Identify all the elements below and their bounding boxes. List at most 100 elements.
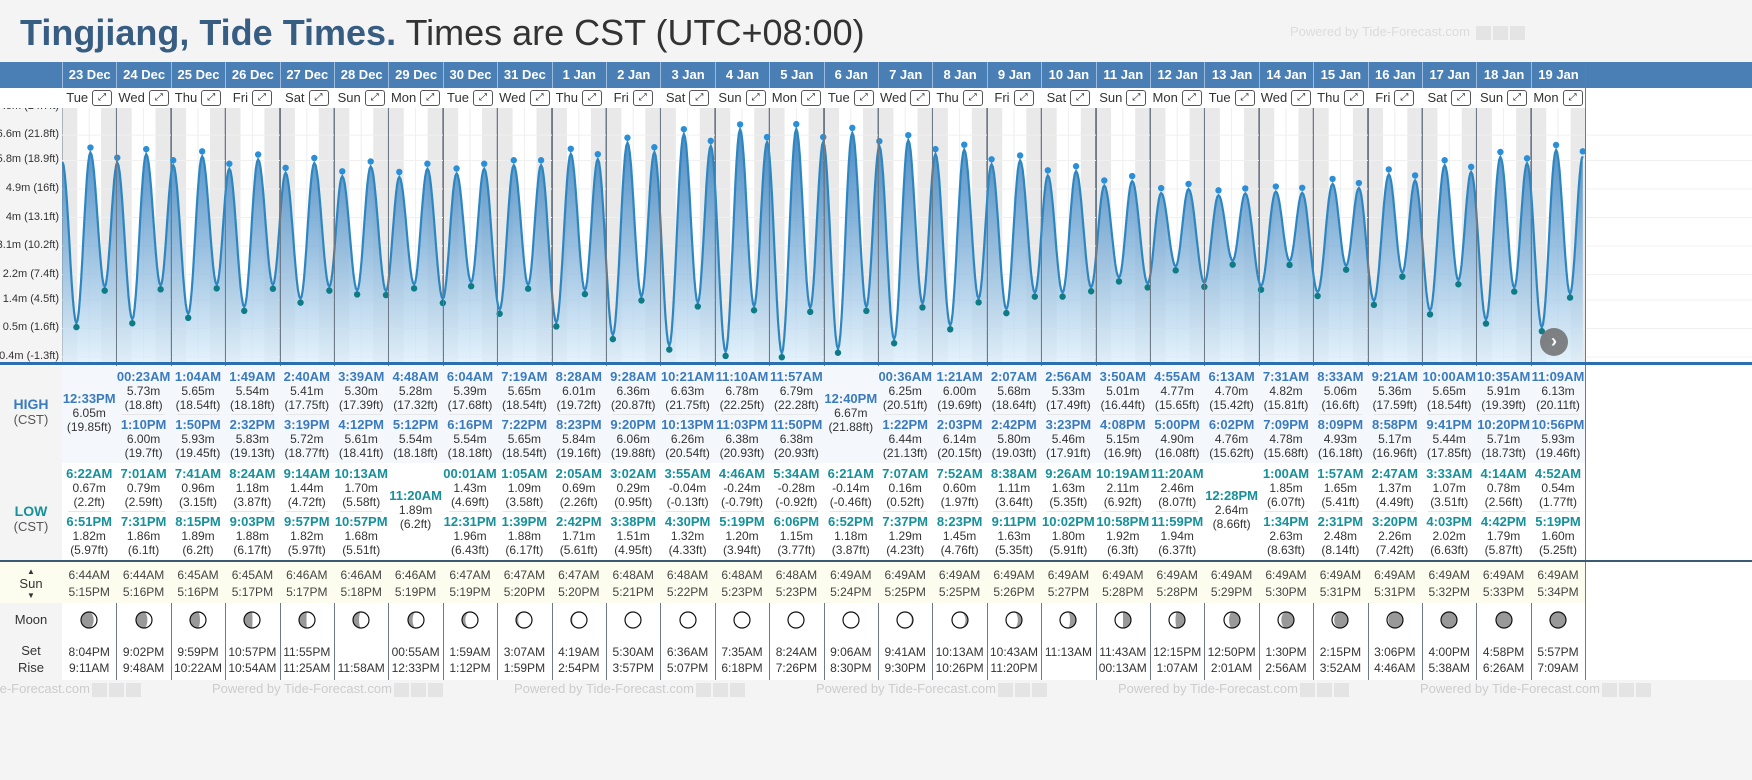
expand-day-button[interactable]: ⤢	[148, 90, 169, 106]
low-tide-point	[213, 285, 220, 292]
expand-day-button[interactable]: ⤢	[962, 90, 983, 106]
expand-day-button[interactable]: ⤢	[529, 90, 550, 106]
weekday-row: Sat ⤢	[1041, 88, 1096, 108]
high-tide-height-ft: (16.9ft)	[1103, 446, 1142, 460]
expand-day-button[interactable]: ⤢	[472, 90, 493, 106]
expand-day-button[interactable]: ⤢	[1126, 90, 1147, 106]
moon-times-cell: 6:36AM 5:07PM	[660, 636, 714, 680]
low-tide-time: 00:01AM	[443, 466, 497, 481]
weekday-row: Thu ⤢	[551, 88, 606, 108]
expand-day-button[interactable]: ⤢	[910, 90, 931, 106]
high-tide-point	[282, 164, 289, 172]
expand-day-button[interactable]: ⤢	[201, 90, 222, 106]
low-tide-point	[947, 326, 954, 333]
expand-day-button[interactable]: ⤢	[364, 90, 385, 106]
weekday-row: Wed ⤢	[497, 88, 552, 108]
low-tide-height-ft: (6.37ft)	[1158, 543, 1197, 557]
expand-day-button[interactable]: ⤢	[632, 90, 653, 106]
high-tide-time: 11:09AM	[1531, 369, 1585, 384]
high-tide: 10:00AM 5.65m (18.54ft)	[1422, 370, 1476, 413]
expand-day-button[interactable]: ⤢	[1181, 90, 1202, 106]
low-tide-height-ft: (-0.46ft)	[829, 495, 872, 509]
sun-cell: 6:44AM 5:16PM	[116, 562, 171, 603]
sunset-time: 5:22PM	[666, 585, 709, 599]
expand-day-button[interactable]: ⤢	[581, 90, 602, 106]
low-tide-cell: 9:14AM 1.44m (4.72ft) 9:57PM 1.82m (5.97ft)	[279, 463, 334, 560]
high-tide: 12:40PM 6.67m (21.88ft)	[824, 392, 878, 435]
low-tide-height-ft: (6.17ft)	[505, 543, 544, 557]
date-header: 31 Dec	[497, 62, 551, 88]
high-tide-point	[143, 145, 150, 153]
expand-day-button[interactable]: ⤢	[308, 90, 329, 106]
high-tide-cell: 6:13AM 4.70m (15.42ft) 6:02PM 4.76m (15.62ft)	[1204, 366, 1259, 463]
moon-outline	[298, 610, 316, 629]
moonset-time	[334, 644, 388, 660]
date-header: 19 Jan	[1530, 62, 1585, 88]
weekday-row: Thu ⤢	[932, 88, 987, 108]
moon-icon	[1333, 682, 1349, 697]
moon-lit	[89, 611, 98, 628]
expand-day-button[interactable]: ⤢	[689, 90, 710, 106]
next-arrow-button[interactable]: ›	[1540, 328, 1568, 356]
sunset-time: 5:28PM	[1102, 585, 1144, 599]
high-tide-time: 4:12PM	[338, 417, 384, 432]
low-tide-height-m: 1.80m	[1051, 529, 1086, 543]
moonset-time: 00:55AM	[391, 645, 440, 659]
low-tide-height-m: 1.96m	[453, 529, 487, 543]
expand-day-button[interactable]: ⤢	[1291, 90, 1312, 106]
low-tide-point	[467, 282, 475, 290]
low-tide-point	[638, 297, 645, 304]
expand-day-button[interactable]: ⤢	[1343, 90, 1364, 106]
powered-by-link[interactable]: Powered by Tide-Forecast.com	[1290, 24, 1525, 40]
high-tide: 10:35AM 5.91m (19.39ft)	[1476, 370, 1530, 413]
high-tide: 8:28AM 6.01m (19.72ft)	[552, 370, 606, 413]
tide-curve	[61, 125, 1584, 357]
moon-icon	[1031, 682, 1047, 697]
low-tide-height-ft: (5.35ft)	[1049, 495, 1088, 509]
high-tide: 2:56AM 5.33m (17.49ft)	[1041, 370, 1095, 413]
expand-day-button[interactable]: ⤢	[420, 90, 441, 106]
high-tide-height-m: 5.28m	[398, 384, 433, 398]
low-tide: 7:01AM 0.79m (2.59ft)	[116, 467, 170, 510]
low-tide-time: 1:57AM	[1317, 466, 1364, 481]
sun-icon	[1618, 682, 1634, 697]
low-tide-height-ft: (3.77ft)	[777, 543, 816, 557]
high-tide-point	[594, 150, 602, 158]
low-tide-height-m: 1.92m	[1106, 529, 1140, 543]
expand-day-button[interactable]: ⤢	[1562, 90, 1583, 106]
row-separator	[285, 511, 328, 512]
expand-day-button[interactable]: ⤢	[1070, 90, 1091, 106]
low-tide: 6:52PM 1.18m (3.87ft)	[824, 515, 878, 558]
high-tide: 2:40AM 5.41m (17.75ft)	[280, 370, 334, 413]
expand-day-button[interactable]: ⤢	[92, 90, 113, 106]
low-tide: 7:37PM 1.29m (4.23ft)	[878, 515, 932, 558]
expand-day-button[interactable]: ⤢	[745, 90, 766, 106]
moon-phase-icon	[1494, 610, 1513, 629]
high-tide-point	[1411, 172, 1419, 179]
low-tide-time: 11:20AM	[1150, 466, 1204, 481]
moon-times-cell: 4:19AM 2:54PM	[552, 636, 606, 680]
weekday-label: Sun	[1480, 90, 1504, 105]
expand-day-button[interactable]: ⤢	[1013, 90, 1034, 106]
low-tide-time: 7:07AM	[882, 466, 929, 481]
sunrise-time: 6:49AM	[1482, 568, 1525, 582]
day-column: 11 Jan Sun ⤢ 3:50AM 5.01m (16.44ft) 4:08PM 5.15…	[1095, 62, 1151, 698]
expand-day-button[interactable]: ⤢	[853, 90, 874, 106]
sunrise-time: 6:49AM	[1047, 568, 1090, 582]
expand-day-button[interactable]: ⤢	[801, 90, 822, 106]
expand-day-button[interactable]: ⤢	[1394, 90, 1415, 106]
low-tide-height-m: 1.18m	[834, 529, 868, 543]
moon-lit	[679, 611, 696, 628]
expand-day-button[interactable]: ⤢	[1234, 90, 1255, 106]
sun-cell: 6:49AM 5:34PM	[1530, 562, 1586, 603]
expand-day-button[interactable]: ⤢	[251, 90, 272, 106]
high-tide-point	[1128, 172, 1136, 180]
expand-day-button[interactable]: ⤢	[1450, 90, 1471, 106]
sunset-time: 5:15PM	[68, 585, 110, 599]
expand-day-button[interactable]: ⤢	[1507, 90, 1528, 106]
day-column: 3 Jan Sat ⤢ 10:21AM 6.63m (21.75ft) 10:13PM 6.2…	[660, 62, 716, 698]
low-tide-time: 12:31PM	[443, 514, 497, 529]
high-tide-point	[396, 168, 403, 176]
high-tide: 3:23PM 5.46m (17.91ft)	[1041, 418, 1095, 461]
moon-outline	[1059, 610, 1077, 629]
